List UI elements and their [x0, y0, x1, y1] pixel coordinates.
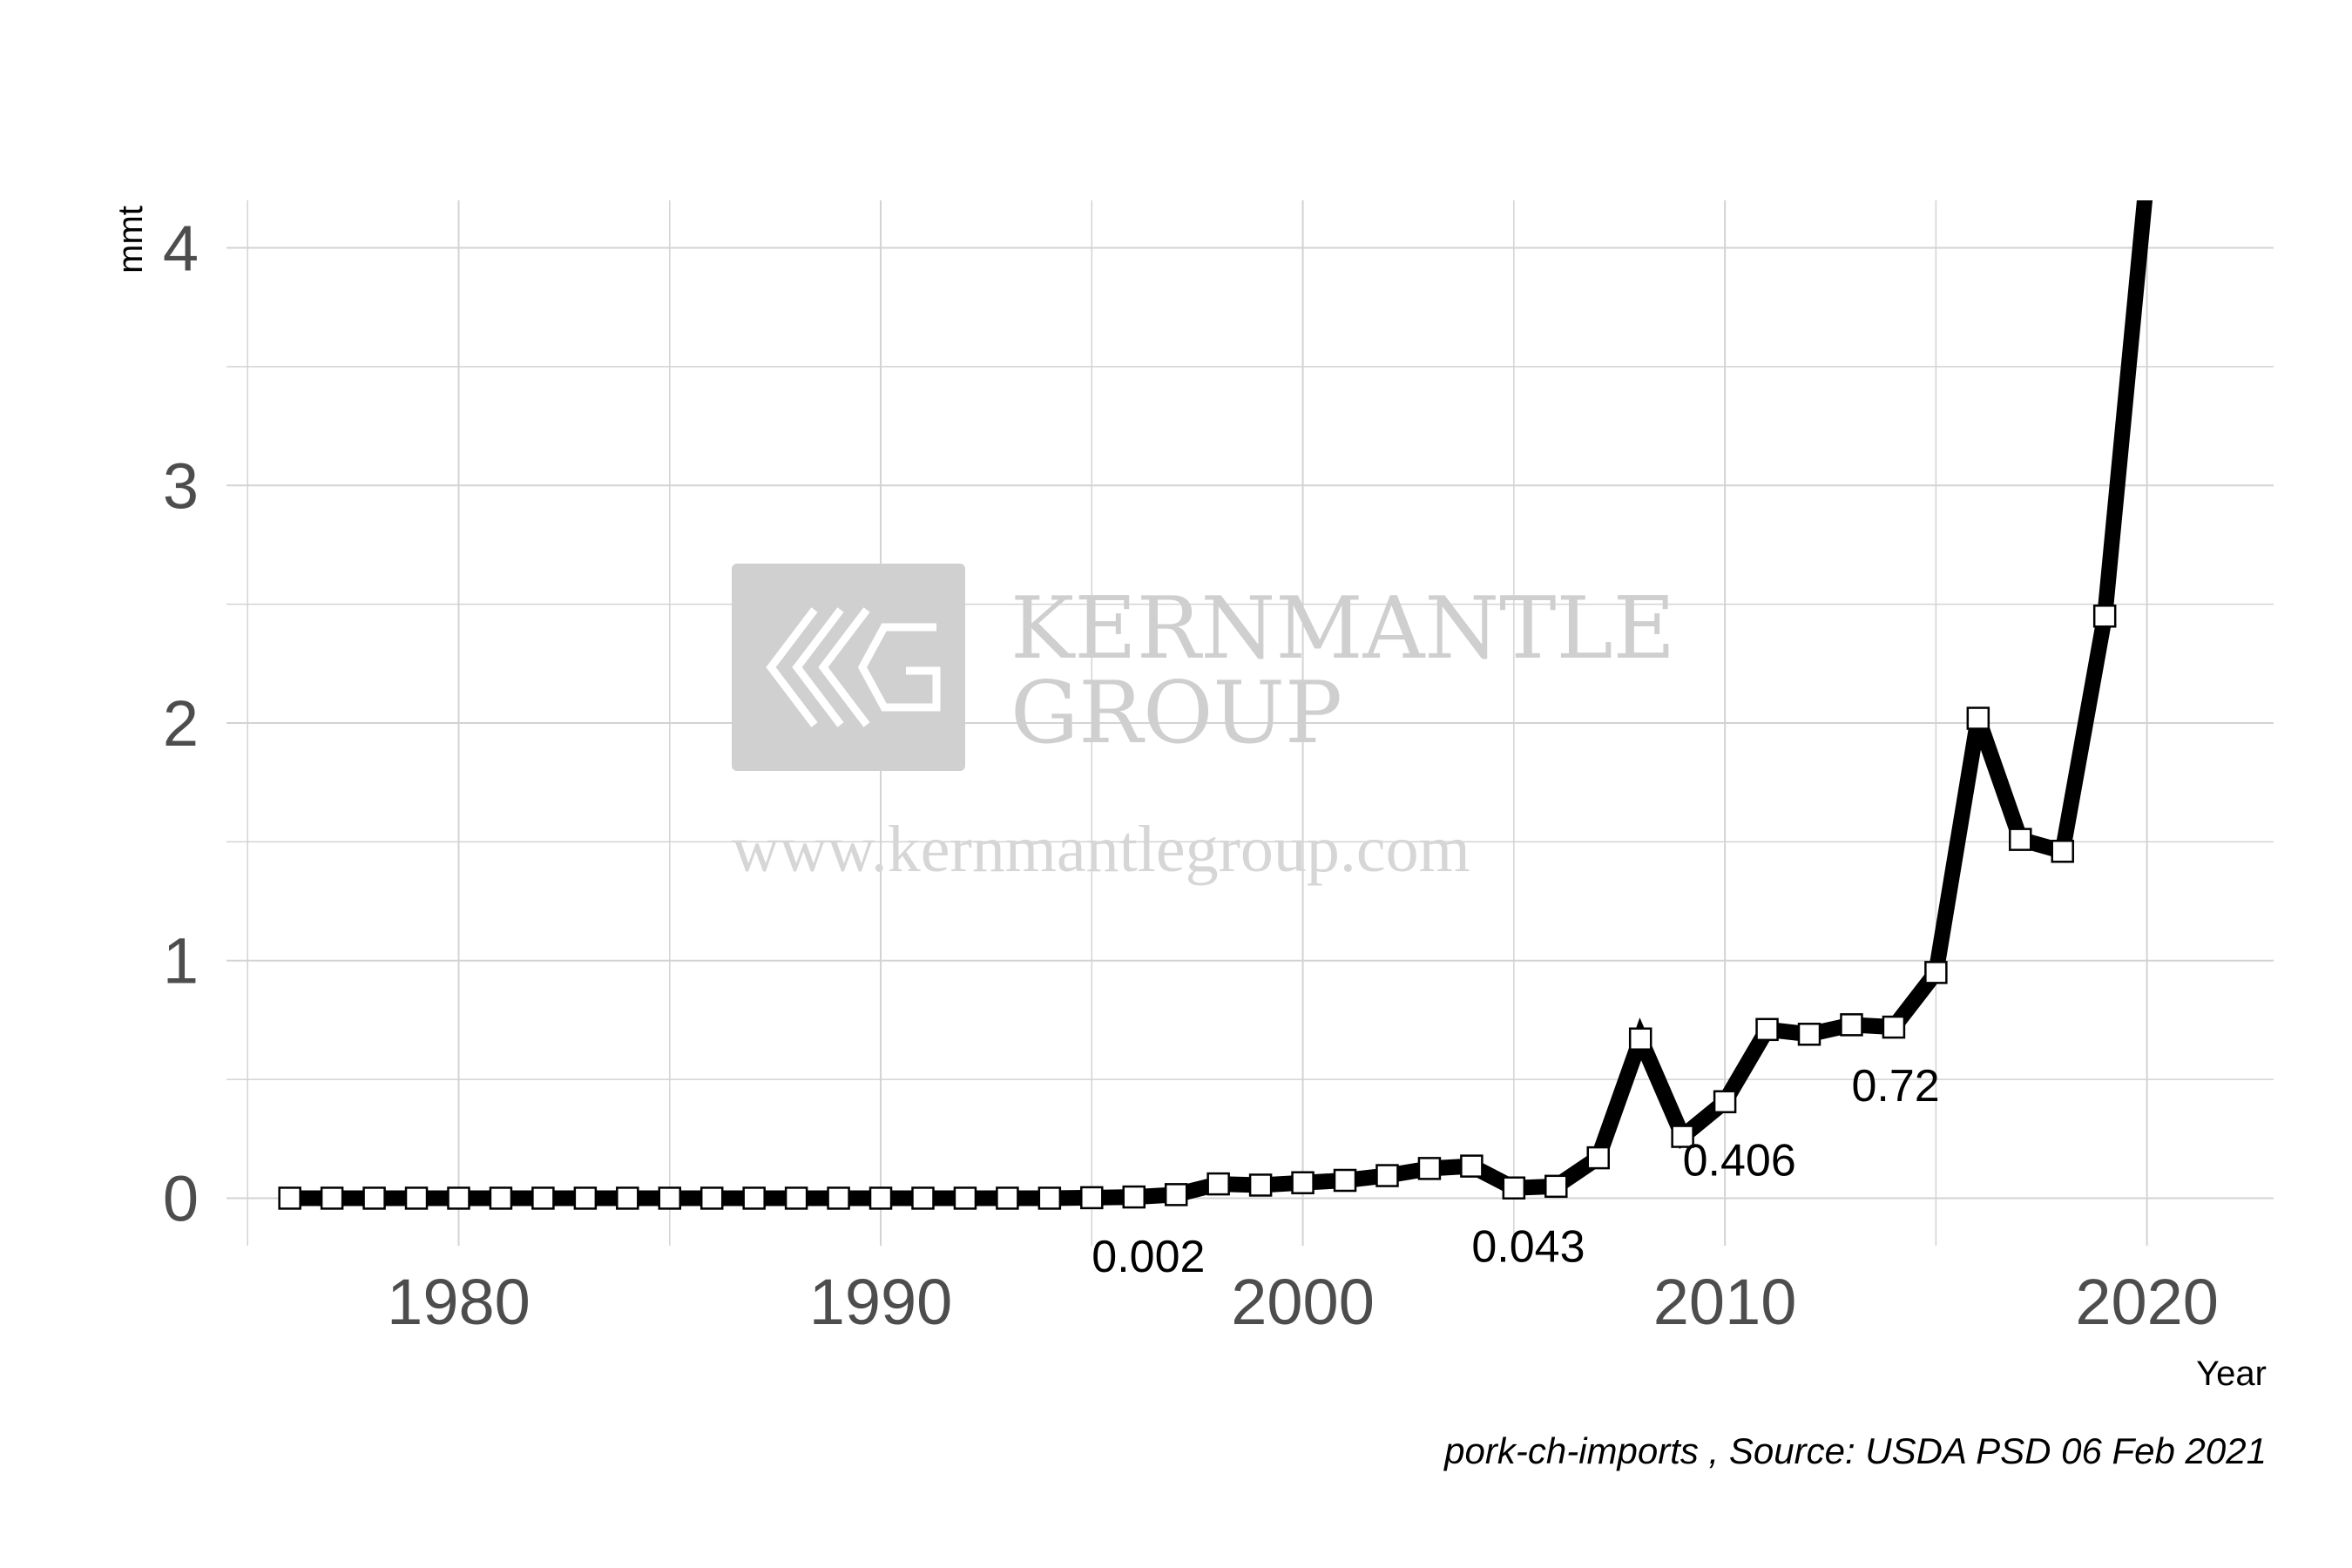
chart-caption: pork-ch-imports , Source: USDA PSD 06 Fe… — [1443, 1430, 2267, 1471]
data-point — [1291, 1171, 1315, 1194]
y-axis-title: mmt — [112, 206, 150, 274]
data-point — [404, 1186, 429, 1210]
y-tick-label: 0 — [163, 1162, 199, 1234]
watermark-logo-mark — [766, 607, 941, 727]
data-point — [1502, 1176, 1526, 1200]
x-tick-label: 2010 — [1653, 1266, 1797, 1338]
data-point — [278, 1186, 301, 1210]
data-label: 0.043 — [1471, 1222, 1585, 1273]
x-axis-title: Year — [2196, 1355, 2267, 1393]
data-point — [2092, 605, 2117, 628]
data-label: 0.406 — [1683, 1136, 1796, 1186]
data-point — [1248, 1173, 1273, 1197]
y-tick-label: 2 — [163, 687, 199, 760]
y-tick-label: 4 — [163, 213, 199, 285]
data-point — [1671, 1125, 1694, 1148]
data-point — [1755, 1017, 1779, 1042]
data-point — [784, 1186, 808, 1210]
annotation-layer: 0.002 0.043 0.406 0.72 — [1092, 1061, 1939, 1282]
data-point — [1375, 1164, 1399, 1187]
data-point — [1460, 1154, 1484, 1178]
series-layer — [278, 200, 2153, 1210]
data-label: 0.72 — [1851, 1061, 1939, 1112]
data-point — [1544, 1174, 1568, 1199]
data-point — [1122, 1185, 1146, 1209]
data-point — [1966, 706, 1990, 730]
data-point — [1586, 1146, 1610, 1170]
y-tick-label: 3 — [163, 449, 199, 522]
x-tick-label: 1980 — [387, 1266, 531, 1338]
data-point — [1206, 1172, 1230, 1196]
data-point — [531, 1186, 555, 1210]
data-point — [996, 1186, 1019, 1210]
data-point — [616, 1186, 639, 1210]
data-point — [953, 1186, 977, 1210]
watermark-line2: GROUP — [1010, 664, 1342, 763]
data-point — [2051, 840, 2074, 863]
data-point — [1333, 1168, 1357, 1193]
data-point — [1882, 1015, 1906, 1039]
x-tick-label: 2000 — [1231, 1266, 1375, 1338]
watermark-line1: KERNMANTLE — [1010, 579, 1675, 679]
data-point — [742, 1186, 766, 1210]
data-point — [868, 1186, 893, 1210]
data-point — [700, 1186, 724, 1210]
data-point — [1037, 1186, 1062, 1210]
x-tick-label: 2020 — [2075, 1266, 2219, 1338]
data-point — [447, 1186, 470, 1210]
data-point — [911, 1186, 935, 1210]
data-point — [1080, 1186, 1104, 1210]
tick-label-layer: 1980 1990 2000 2010 2020 0 1 2 3 4 — [163, 213, 2219, 1338]
data-point — [2009, 828, 2032, 851]
data-point — [489, 1186, 513, 1210]
data-point — [1797, 1023, 1821, 1046]
watermark-logo-box — [732, 564, 965, 771]
data-point — [362, 1186, 386, 1210]
watermark-url: www.kernmantlegroup.com — [732, 813, 1470, 886]
data-point — [1628, 1027, 1652, 1051]
major-gridlines — [226, 200, 2274, 1246]
data-point — [1417, 1157, 1442, 1180]
data-point — [1924, 961, 1948, 984]
x-tick-label: 1990 — [809, 1266, 953, 1338]
data-point — [1840, 1013, 1863, 1037]
data-point — [320, 1186, 344, 1210]
data-label: 0.002 — [1092, 1232, 1205, 1282]
data-point — [1713, 1090, 1737, 1113]
data-point — [827, 1186, 850, 1210]
data-point — [658, 1186, 682, 1210]
y-tick-label: 1 — [163, 925, 199, 997]
watermark: KERNMANTLE GROUP www.kernmantlegroup.com — [732, 564, 1675, 886]
data-point — [1164, 1183, 1188, 1206]
data-point — [573, 1186, 598, 1210]
